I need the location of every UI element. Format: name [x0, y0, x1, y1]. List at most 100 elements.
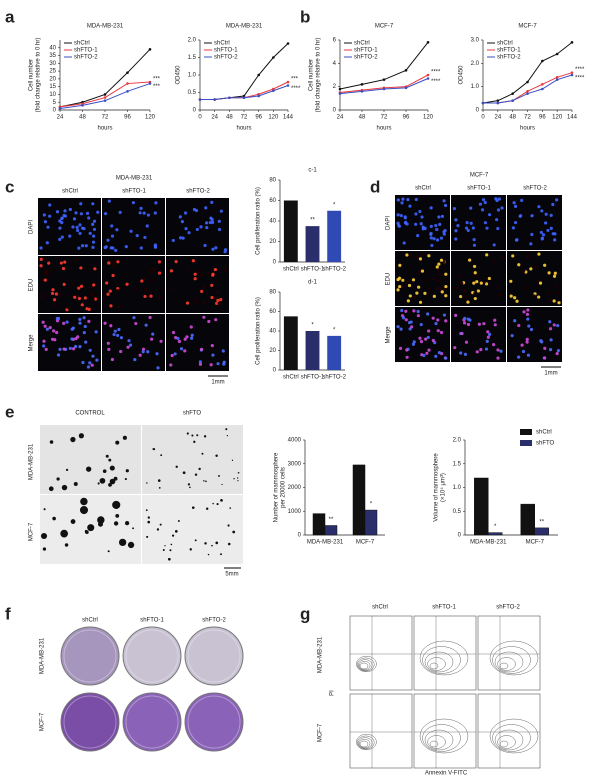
cell	[109, 246, 113, 250]
y-axis-label: OD450	[459, 65, 465, 85]
flow-plot	[477, 615, 541, 691]
cell	[495, 198, 499, 203]
cell	[185, 335, 189, 339]
sphere	[186, 432, 189, 435]
x-tick-label: 120	[552, 115, 563, 121]
legend-label: shFTO-2	[497, 55, 521, 61]
legend-label: shFTO-1	[214, 48, 238, 54]
cell	[157, 271, 162, 275]
cell	[200, 289, 204, 294]
cell	[529, 242, 533, 246]
contour	[429, 662, 439, 670]
cell	[399, 213, 403, 218]
legend-label: shCtrl	[354, 41, 370, 47]
y-axis-label: OD450	[176, 65, 182, 85]
cell	[522, 310, 526, 314]
sphere	[79, 506, 89, 515]
sphere	[48, 486, 54, 492]
cell	[112, 263, 116, 267]
cell	[429, 236, 433, 240]
cell	[463, 316, 467, 320]
cell	[91, 202, 95, 206]
row-label: DAPI	[386, 216, 392, 230]
point	[198, 98, 202, 101]
cell	[80, 303, 84, 307]
cell	[555, 198, 559, 202]
point	[382, 87, 386, 91]
cell	[442, 313, 447, 317]
column-label: shCtrl	[82, 618, 98, 624]
sphere	[125, 469, 129, 473]
cell	[419, 222, 423, 226]
cell	[87, 319, 91, 323]
cell	[415, 255, 419, 259]
cell	[452, 206, 457, 211]
sphere	[187, 483, 191, 486]
sphere	[191, 434, 194, 437]
cell	[453, 346, 457, 350]
contour	[494, 729, 524, 751]
chart-title: MCF-7	[375, 24, 394, 30]
cell	[81, 360, 85, 365]
cell	[543, 263, 547, 267]
cell	[438, 222, 442, 226]
point	[404, 69, 408, 72]
cell	[205, 226, 209, 230]
point	[272, 56, 275, 59]
cell	[174, 260, 178, 264]
point	[286, 80, 290, 84]
cell	[466, 317, 470, 321]
contour	[427, 657, 446, 671]
cell	[138, 353, 142, 357]
cell	[500, 206, 504, 210]
point	[555, 78, 559, 81]
cell	[468, 258, 472, 262]
sphere	[124, 521, 130, 526]
cell	[444, 294, 448, 298]
cell	[223, 250, 227, 254]
cell	[548, 320, 552, 324]
bar	[324, 525, 338, 536]
cell	[553, 238, 557, 242]
cell	[177, 339, 181, 344]
y-tick-label: 1.0	[188, 73, 197, 79]
cell	[525, 286, 529, 290]
sphere	[60, 529, 69, 538]
cell	[151, 332, 155, 336]
cell	[94, 330, 98, 334]
sphere	[227, 524, 230, 527]
cell	[431, 338, 435, 343]
cell	[143, 294, 147, 299]
cell	[146, 213, 150, 217]
cell	[91, 222, 95, 226]
cell	[397, 276, 402, 280]
cell	[215, 290, 219, 295]
x-tick-label: 48	[226, 115, 233, 121]
sphere	[127, 541, 135, 549]
cell	[199, 273, 203, 277]
cell	[213, 296, 217, 300]
plate	[122, 692, 182, 752]
cell	[50, 291, 55, 296]
row-label: MCF-7	[318, 723, 324, 742]
cell	[512, 201, 516, 205]
cell	[71, 281, 75, 286]
cell	[171, 238, 175, 243]
sphere	[232, 530, 236, 534]
cell	[521, 269, 526, 274]
y-tick-label: 0	[273, 368, 277, 374]
cell	[132, 316, 136, 320]
cell	[513, 296, 517, 300]
cell	[488, 332, 492, 336]
sphere	[196, 434, 199, 437]
x-axis-label: hours	[236, 126, 251, 132]
x-tick-label: 24	[57, 115, 64, 121]
cell	[43, 220, 48, 224]
cell	[86, 365, 91, 369]
cell	[199, 347, 204, 351]
cell	[496, 348, 500, 352]
sphere	[64, 543, 69, 547]
cell	[397, 224, 402, 228]
x-tick-label: 48	[359, 115, 366, 121]
